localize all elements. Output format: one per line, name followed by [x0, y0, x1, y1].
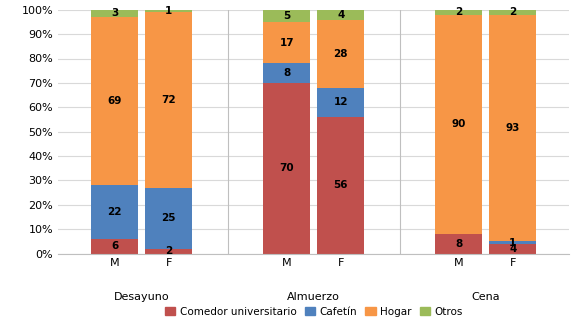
- Text: 4: 4: [509, 244, 517, 254]
- Bar: [317, 88, 364, 117]
- Bar: [489, 10, 536, 15]
- Text: 28: 28: [333, 49, 348, 58]
- Bar: [489, 244, 536, 254]
- Bar: [435, 15, 482, 234]
- Text: Cena: Cena: [471, 292, 500, 302]
- Bar: [263, 63, 310, 83]
- Text: 17: 17: [279, 38, 294, 48]
- Text: 6: 6: [111, 241, 119, 251]
- Bar: [91, 239, 138, 254]
- Bar: [263, 10, 310, 22]
- Bar: [317, 20, 364, 88]
- Text: 70: 70: [279, 163, 294, 173]
- Bar: [91, 17, 138, 185]
- Text: 2: 2: [509, 7, 517, 17]
- Text: 69: 69: [107, 96, 122, 106]
- Text: Almuerzo: Almuerzo: [287, 292, 340, 302]
- Text: Desayuno: Desayuno: [114, 292, 170, 302]
- Bar: [489, 241, 536, 244]
- Text: 22: 22: [107, 207, 122, 217]
- Text: 25: 25: [162, 213, 176, 223]
- Text: 2: 2: [455, 7, 462, 17]
- Bar: [489, 15, 536, 241]
- Text: 5: 5: [283, 11, 290, 21]
- Text: 8: 8: [455, 239, 462, 249]
- Bar: [317, 117, 364, 254]
- Text: 56: 56: [333, 180, 348, 190]
- Bar: [145, 188, 192, 249]
- Bar: [91, 185, 138, 239]
- Bar: [435, 234, 482, 254]
- Text: 3: 3: [111, 8, 119, 19]
- Bar: [263, 22, 310, 63]
- Text: 72: 72: [162, 95, 176, 105]
- Bar: [145, 249, 192, 254]
- Legend: Comedor universitario, Cafetín, Hogar, Otros: Comedor universitario, Cafetín, Hogar, O…: [161, 303, 467, 321]
- Text: 4: 4: [337, 10, 345, 20]
- Bar: [317, 10, 364, 20]
- Bar: [145, 10, 192, 12]
- Bar: [263, 83, 310, 254]
- Text: 12: 12: [333, 98, 348, 107]
- Bar: [91, 10, 138, 17]
- Bar: [435, 10, 482, 15]
- Bar: [145, 12, 192, 188]
- Text: 1: 1: [165, 6, 173, 16]
- Text: 2: 2: [165, 246, 173, 256]
- Text: 90: 90: [451, 119, 466, 129]
- Text: 8: 8: [283, 68, 290, 78]
- Text: 93: 93: [505, 123, 520, 133]
- Text: 1: 1: [509, 238, 517, 248]
